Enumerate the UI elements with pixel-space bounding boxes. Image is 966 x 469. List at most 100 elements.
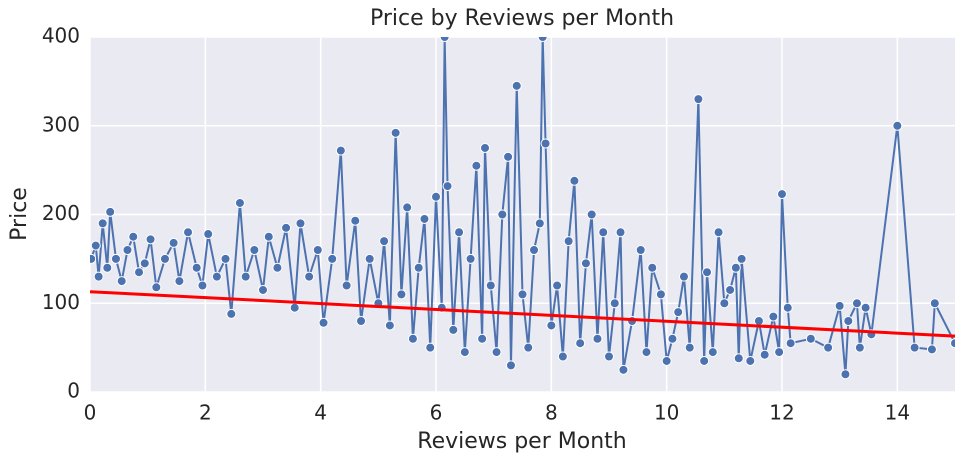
point: [609, 298, 620, 309]
point: [604, 351, 614, 362]
y-tick-label: 100: [42, 290, 80, 314]
point: [641, 347, 652, 358]
x-tick-label: 2: [199, 401, 212, 425]
point: [220, 253, 231, 264]
point: [211, 271, 222, 282]
point: [768, 311, 779, 322]
point: [950, 338, 955, 349]
point: [580, 258, 591, 269]
x-tick-label: 6: [430, 401, 443, 425]
point: [503, 151, 514, 162]
x-tick-label: 10: [654, 401, 679, 425]
point: [719, 298, 730, 309]
point: [598, 227, 609, 238]
point: [263, 231, 274, 242]
point: [431, 191, 441, 202]
point: [151, 282, 162, 293]
point: [511, 80, 522, 91]
point: [693, 94, 704, 105]
point: [667, 333, 678, 344]
point: [707, 347, 718, 358]
y-axis-label: Price: [7, 187, 32, 241]
point: [655, 289, 666, 300]
point: [805, 333, 816, 344]
point: [90, 253, 97, 264]
point: [191, 262, 202, 273]
point: [635, 245, 646, 255]
point: [851, 298, 862, 309]
point: [249, 245, 260, 255]
point: [840, 369, 851, 380]
point: [860, 302, 871, 313]
point: [702, 267, 713, 278]
point: [465, 253, 476, 264]
y-tick-label: 400: [42, 24, 80, 48]
point: [843, 316, 854, 326]
point: [713, 227, 724, 238]
point: [122, 245, 133, 255]
x-tick-label: 0: [84, 401, 97, 425]
point: [745, 355, 756, 366]
point: [341, 280, 352, 291]
x-tick-label: 4: [314, 401, 327, 425]
point: [575, 338, 586, 349]
point: [379, 236, 390, 247]
point: [364, 253, 375, 264]
marks: [90, 37, 955, 380]
point: [295, 218, 306, 229]
point: [777, 189, 787, 200]
point: [419, 213, 430, 224]
point: [929, 298, 940, 309]
point: [168, 237, 179, 248]
point: [312, 245, 323, 255]
point: [892, 120, 903, 131]
point: [384, 320, 395, 331]
point: [854, 342, 865, 353]
point: [497, 209, 508, 220]
point: [592, 333, 603, 344]
point: [240, 271, 251, 282]
point: [407, 333, 418, 344]
point: [226, 308, 237, 319]
point: [926, 344, 937, 355]
point: [396, 289, 407, 300]
point: [258, 284, 268, 295]
point: [402, 202, 413, 213]
point: [203, 229, 214, 240]
point: [785, 338, 796, 349]
point: [102, 262, 113, 273]
point: [505, 360, 516, 371]
point: [90, 240, 101, 251]
point: [537, 37, 548, 42]
point: [615, 227, 626, 238]
point: [356, 316, 367, 326]
point: [733, 353, 744, 364]
point: [97, 218, 108, 229]
point: [335, 145, 346, 156]
point: [491, 347, 502, 358]
x-tick-label: 14: [885, 401, 910, 425]
x-tick-label: 8: [545, 401, 558, 425]
point: [480, 142, 491, 153]
point: [823, 342, 834, 353]
point: [350, 215, 361, 226]
y-tick-label: 200: [42, 201, 80, 225]
point: [197, 280, 208, 291]
point: [557, 351, 568, 362]
point: [661, 355, 672, 366]
point: [774, 347, 785, 358]
point: [546, 320, 557, 331]
point: [725, 284, 736, 295]
point: [563, 236, 574, 247]
point: [678, 271, 689, 282]
point: [647, 262, 658, 273]
point: [684, 342, 695, 353]
point: [618, 364, 629, 375]
point: [281, 222, 292, 233]
point: [93, 271, 104, 282]
point: [105, 206, 116, 217]
point: [128, 231, 139, 242]
point: [909, 342, 920, 353]
point: [145, 234, 156, 245]
point: [234, 197, 245, 208]
